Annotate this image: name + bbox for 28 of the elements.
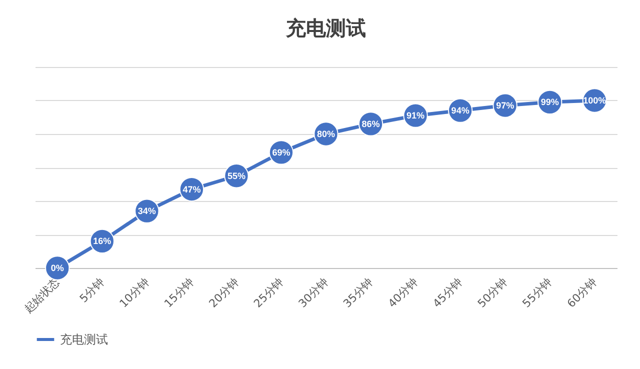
x-tick-label: 起始状态 [22,276,62,316]
x-tick-label: 35分钟 [340,276,376,310]
data-label: 94% [451,106,470,116]
data-label: 91% [406,110,425,121]
data-label: 0% [50,263,64,273]
data-label: 99% [540,97,559,108]
x-tick-label: 50分钟 [475,276,510,310]
data-label: 69% [272,147,290,158]
data-label: 97% [496,100,514,111]
x-tick-label: 20分钟 [206,276,242,310]
legend-label: 充电测试 [60,332,108,346]
x-tick-label: 30分钟 [296,276,331,310]
x-tick-label: 40分钟 [386,276,420,310]
x-tick-label: 5分钟 [77,276,107,306]
data-label: 47% [182,184,201,194]
data-label: 80% [316,129,336,139]
data-label: 34% [138,206,156,216]
x-tick-label: 15分钟 [162,276,196,310]
x-tick-label: 25分钟 [251,276,286,310]
x-tick-label: 45分钟 [430,276,466,310]
x-tick-label: 10分钟 [117,276,152,310]
x-tick-label: 60分钟 [564,276,600,310]
data-label: 86% [362,118,380,129]
x-tick-label: 55分钟 [520,276,555,310]
data-label: 55% [227,170,246,181]
data-label: 16% [93,236,112,246]
data-label: 100% [583,96,606,106]
chart-title: 充电测试 [285,16,366,40]
